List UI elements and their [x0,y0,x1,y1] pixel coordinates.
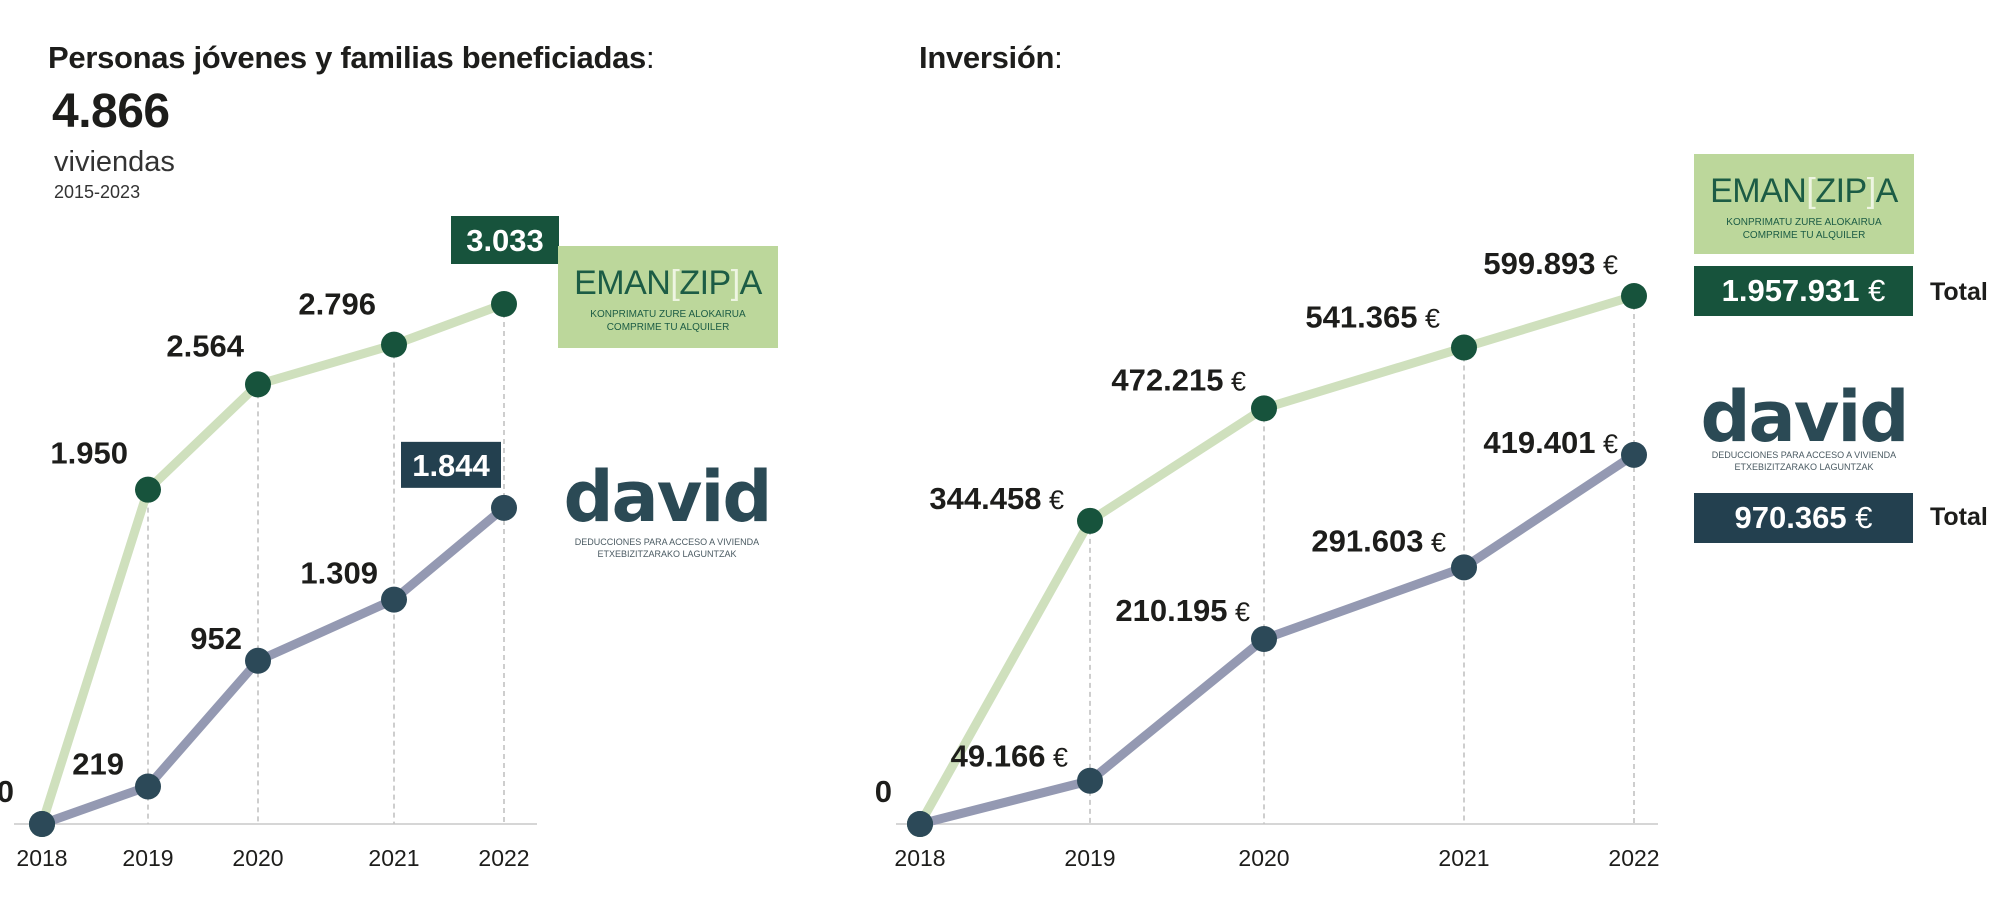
x-tick-label: 2022 [1608,845,1659,871]
data-point-david [381,586,407,613]
data-label: 210.195 € [1115,593,1250,628]
david-total-box: 970.365 € [1694,493,1913,543]
data-label: 1.950 [50,436,128,471]
david-2022-value-box [401,441,501,488]
left-chart-title: Personas jóvenes y familias beneficiadas… [48,40,655,75]
x-tick-label: 2022 [478,845,529,871]
emanzipa-logo-word: EMAN[ZIP]A [574,264,762,302]
data-label-origin: 0 [875,774,892,809]
x-tick-label: 2020 [1238,845,1289,871]
emanzipa-total-box: 1.957.931 € [1694,266,1913,316]
data-point-david [29,811,55,837]
david-total-label: Total [1930,503,1988,531]
emanzipa-logo-tagline: KONPRIMATU ZURE ALOKAIRUA COMPRIME TU AL… [590,309,746,333]
right-line-chart: 2018 2019 2020 2021 2022 0 344.458 € 472.215 € 5… [875,246,1660,871]
data-point-emanzipa [245,371,271,398]
data-label: 2.564 [166,328,244,363]
emanzipa-logo-tagline: KONPRIMATU ZURE ALOKAIRUA COMPRIME TU AL… [1726,217,1882,241]
data-point-david [907,811,933,837]
data-point-emanzipa [1621,283,1647,309]
data-point-emanzipa [1251,395,1277,422]
x-tick-label: 2018 [894,845,945,871]
data-point-david [1621,441,1647,468]
x-tick-label: 2019 [122,845,173,871]
data-label: 291.603 € [1311,523,1446,558]
data-label: 2.796 [298,287,376,322]
data-point-david [491,494,517,521]
right-chart-title: Inversión: [919,40,1063,75]
data-point-david [1251,625,1277,652]
emanzipa-total-label: Total [1930,278,1988,306]
x-tick-label: 2018 [16,845,67,871]
emanzipa-2022-value-box [451,216,559,264]
data-label: 1.309 [300,556,378,591]
data-label: 541.365 € [1305,300,1440,335]
david-logo-right: david [1700,376,1909,458]
left-line-chart: 2018 2019 2020 2021 2022 0 1.950 2.564 2.796 219 9… [0,216,559,871]
total-households-unit: viviendas [54,146,175,178]
data-point-emanzipa [135,476,161,503]
emanzipa-logo-right: EMAN[ZIP]A KONPRIMATU ZURE ALOKAIRUA COM… [1694,154,1914,254]
david-logo: david [563,456,772,538]
data-point-david [1451,554,1477,581]
x-tick-label: 2019 [1064,845,1115,871]
data-point-david [245,647,271,674]
emanzipa-logo-word: EMAN[ZIP]A [1710,172,1898,210]
data-label: 599.893 € [1483,246,1618,281]
data-point-emanzipa [381,331,407,358]
data-label: 344.458 € [929,481,1064,516]
data-label: 419.401 € [1483,425,1618,460]
x-tick-label: 2021 [368,845,419,871]
x-tick-label: 2020 [232,845,283,871]
total-households-range: 2015-2023 [54,182,141,202]
david-logo-tagline: DEDUCCIONES PARA ACCESO A VIVIENDA ETXEB… [1711,450,1897,472]
data-point-david [135,773,161,800]
total-households-value: 4.866 [52,85,170,138]
data-point-emanzipa [1077,507,1103,534]
data-point-david [1077,767,1103,794]
data-label: 952 [190,621,242,656]
data-point-emanzipa [491,291,517,317]
emanzipa-logo: EMAN[ZIP]A KONPRIMATU ZURE ALOKAIRUA COM… [558,246,778,348]
data-label: 219 [72,746,124,781]
data-label: 49.166 € [951,739,1068,774]
data-point-emanzipa [1451,334,1477,361]
emanzipa-2022-value-box-text: 3.033 [466,223,544,258]
x-tick-label: 2021 [1438,845,1489,871]
david-logo-tagline: DEDUCCIONES PARA ACCESO A VIVIENDA ETXEB… [574,537,760,559]
david-2022-value-box-text: 1.844 [412,448,490,483]
data-label-origin: 0 [0,774,14,809]
data-label: 472.215 € [1111,362,1246,397]
